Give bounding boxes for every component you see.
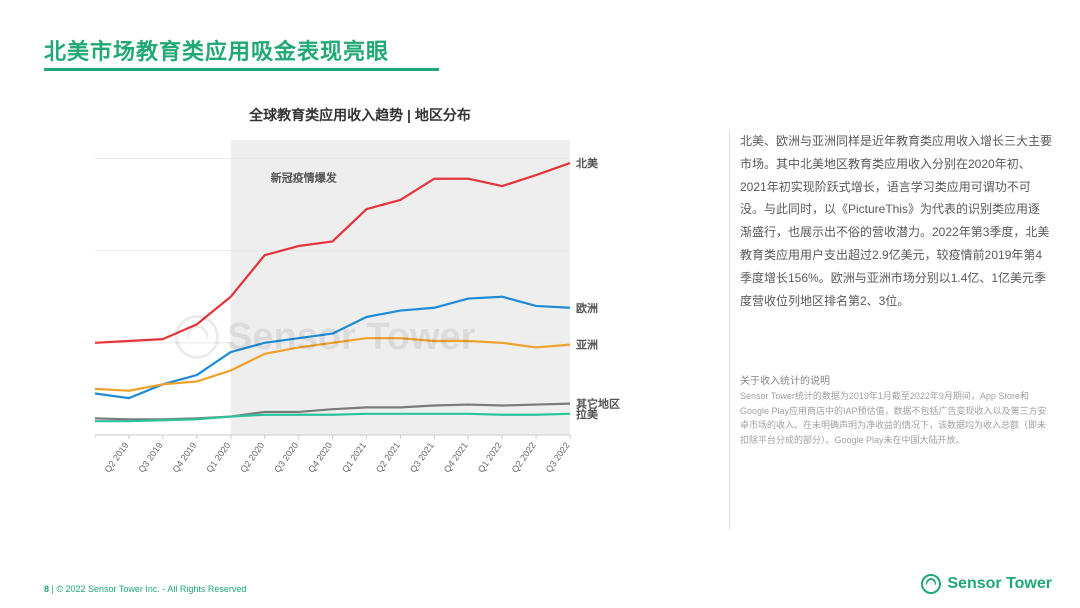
page-title: 北美市场教育类应用吸金表现亮眼: [44, 34, 389, 66]
svg-text:Q1 2019: Q1 2019: [95, 440, 97, 474]
svg-text:欧洲: 欧洲: [576, 301, 598, 315]
chart-title: 全球教育类应用收入趋势 | 地区分布: [40, 105, 680, 125]
svg-text:Q2 2022: Q2 2022: [510, 440, 538, 474]
svg-text:Q3 2019: Q3 2019: [136, 440, 164, 474]
divider: [729, 130, 730, 530]
line-chart: 1亿美元2亿美元3亿美元Q1 2019Q2 2019Q3 2019Q4 2019…: [95, 135, 625, 490]
svg-text:Q2 2019: Q2 2019: [103, 440, 131, 474]
svg-text:Q4 2019: Q4 2019: [170, 440, 198, 474]
body-text: 北美、欧洲与亚洲同样是近年教育类应用收入增长三大主要市场。其中北美地区教育类应用…: [740, 130, 1052, 312]
svg-text:Q4 2020: Q4 2020: [306, 440, 334, 474]
svg-text:Q2 2020: Q2 2020: [238, 440, 266, 474]
svg-text:Q3 2021: Q3 2021: [408, 440, 436, 474]
logo-icon: [921, 574, 941, 594]
title-underline: [44, 68, 439, 71]
copyright: © 2022 Sensor Tower Inc. - All Rights Re…: [56, 584, 246, 594]
svg-text:Q2 2021: Q2 2021: [374, 440, 402, 474]
svg-text:Q1 2022: Q1 2022: [476, 440, 504, 474]
note-body: Sensor Tower统计的数据为2019年1月截至2022年9月期间，App…: [740, 389, 1052, 447]
logo: Sensor Tower: [921, 574, 1052, 594]
svg-text:Q3 2020: Q3 2020: [272, 440, 300, 474]
note-title: 关于收入统计的说明: [740, 372, 1052, 387]
chart-container: 全球教育类应用收入趋势 | 地区分布 1亿美元2亿美元3亿美元Q1 2019Q2…: [40, 105, 680, 545]
logo-text: Sensor Tower: [947, 575, 1052, 593]
right-column: 北美、欧洲与亚洲同样是近年教育类应用收入增长三大主要市场。其中北美地区教育类应用…: [740, 130, 1052, 447]
svg-text:Q4 2021: Q4 2021: [442, 440, 470, 474]
svg-text:北美: 北美: [576, 156, 599, 170]
svg-text:Q1 2021: Q1 2021: [340, 440, 368, 474]
svg-text:Q1 2020: Q1 2020: [204, 440, 232, 474]
svg-text:新冠疫情爆发: 新冠疫情爆发: [271, 170, 338, 184]
page-number: 8: [44, 584, 49, 594]
svg-text:亚洲: 亚洲: [576, 339, 598, 352]
svg-text:拉美: 拉美: [576, 407, 599, 421]
footer: 8 | © 2022 Sensor Tower Inc. - All Right…: [44, 584, 246, 594]
svg-text:Q3 2022: Q3 2022: [544, 440, 572, 474]
